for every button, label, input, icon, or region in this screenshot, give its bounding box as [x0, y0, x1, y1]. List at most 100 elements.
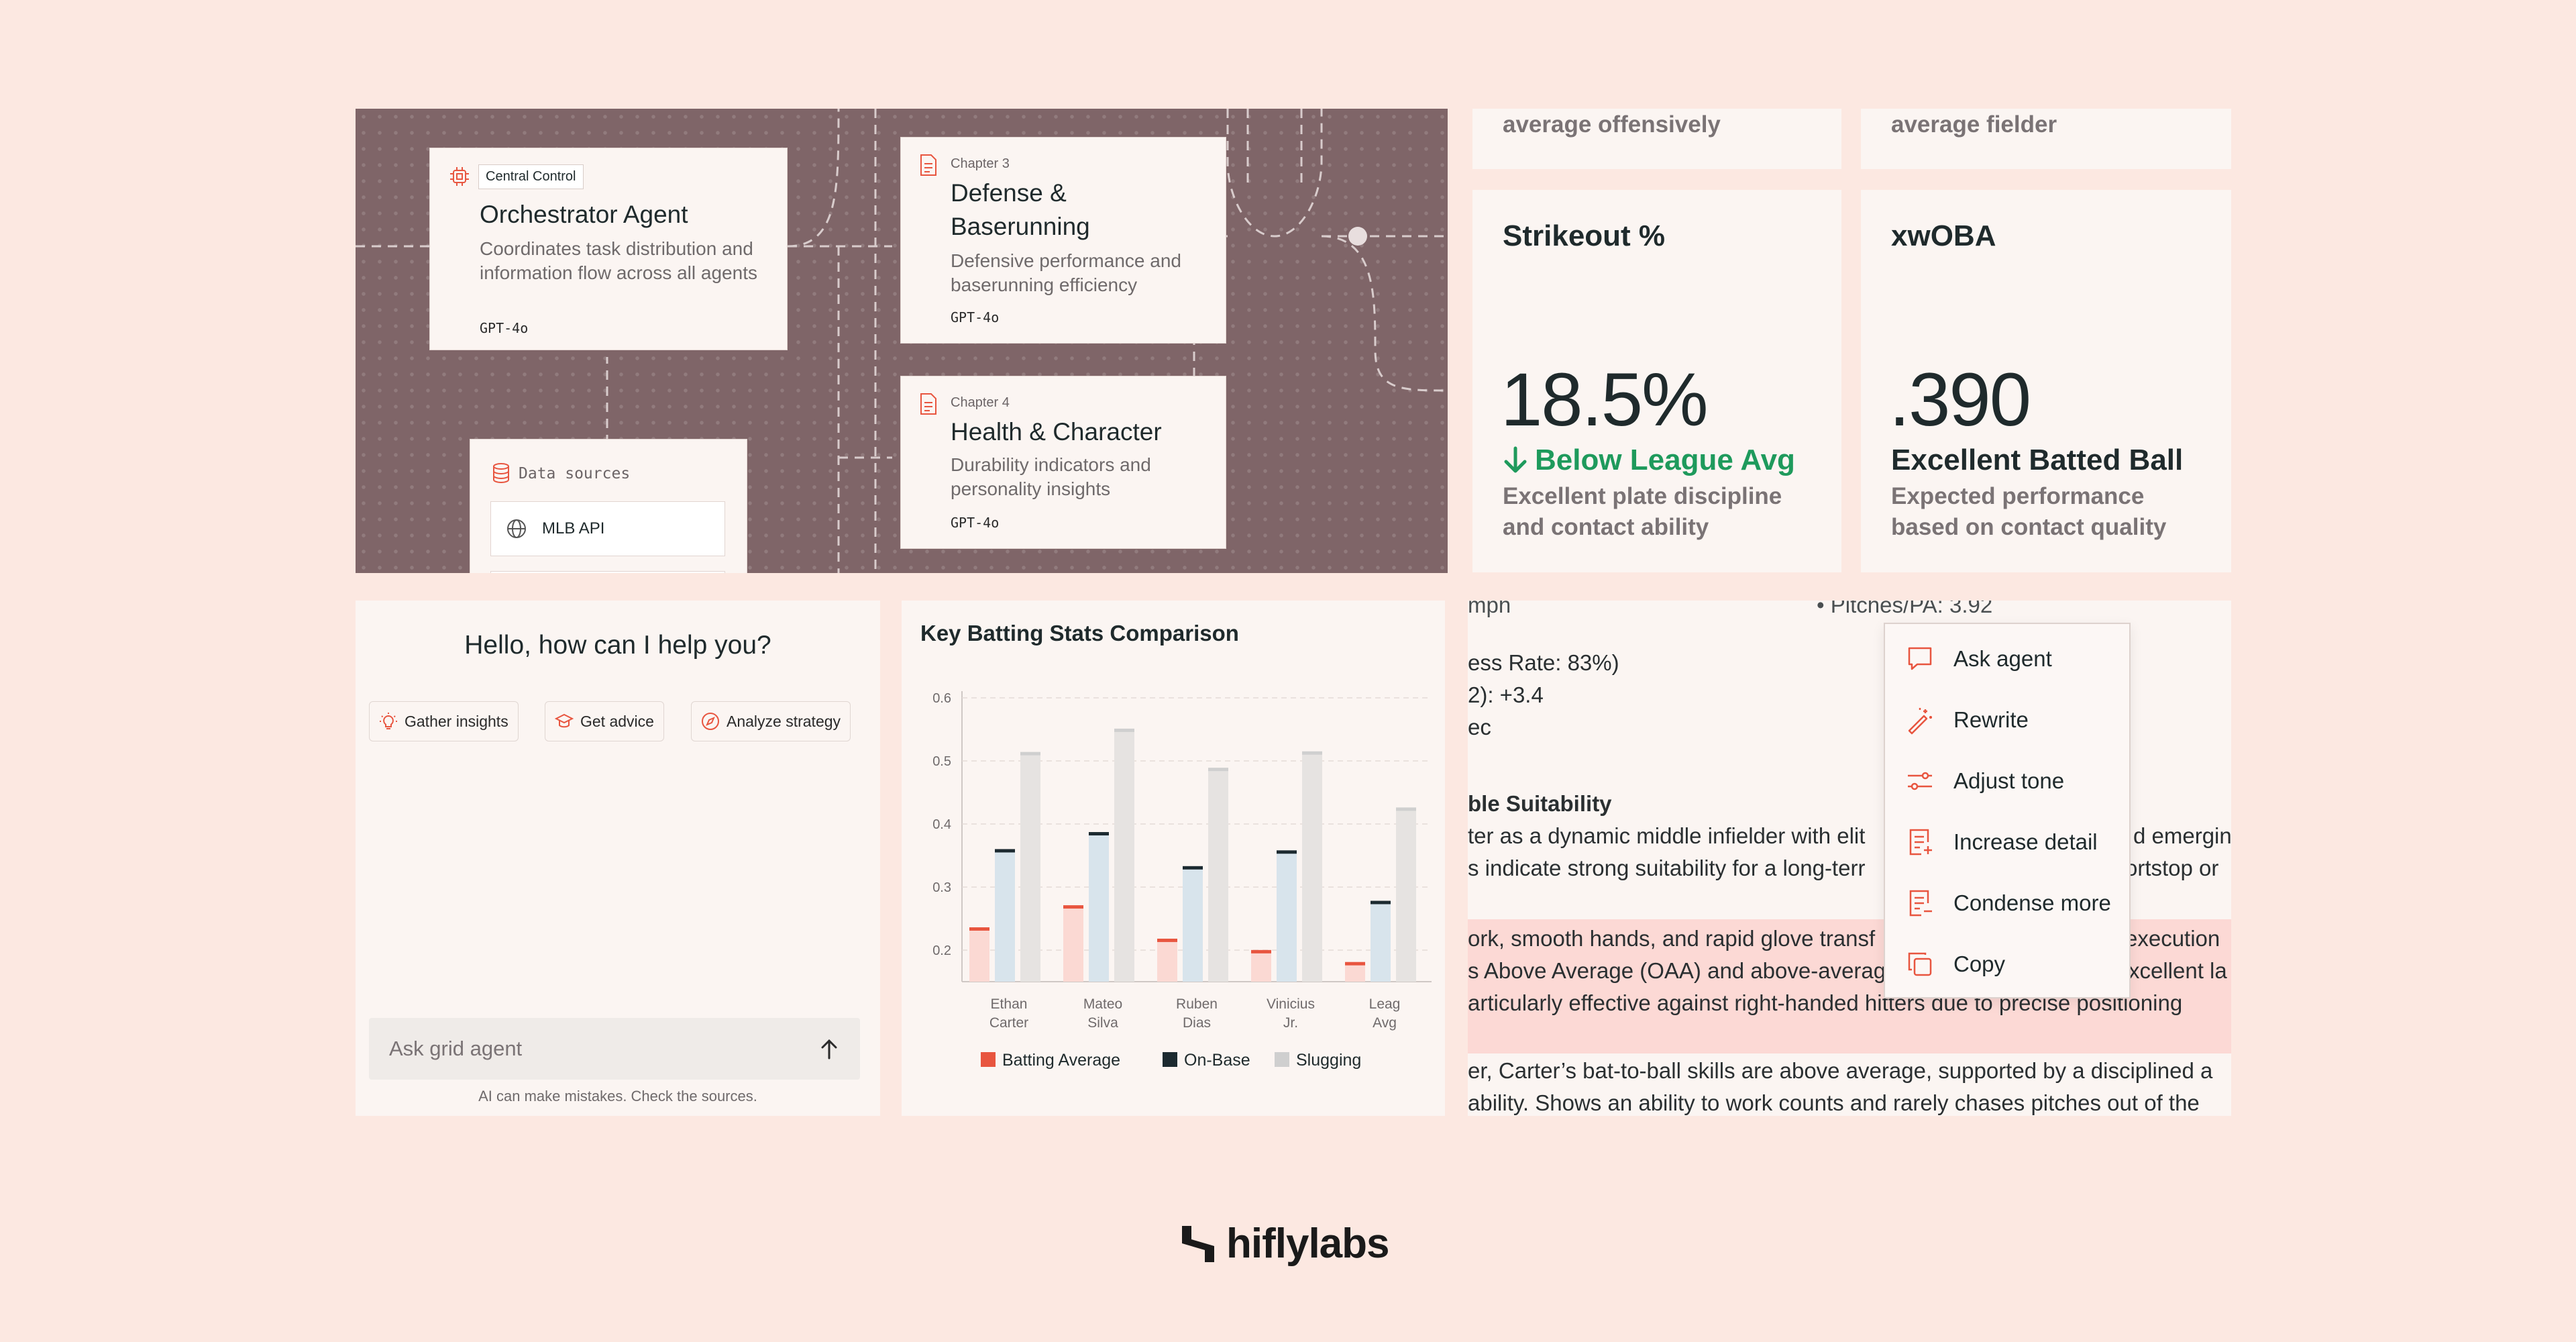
send-arrow-up-icon[interactable] — [818, 1037, 840, 1061]
chapter4-label: Chapter 4 — [951, 395, 1010, 410]
chat-input[interactable]: Ask grid agent — [369, 1018, 860, 1080]
bar-cap-batting-average — [1157, 938, 1177, 942]
chart-title: Key Batting Stats Comparison — [920, 621, 1239, 646]
chapter4-model: GPT-4o — [951, 515, 1000, 531]
bar-batting-average — [969, 929, 989, 982]
x-tick-label: Leag — [1369, 996, 1401, 1012]
chapter3-description: Defensive performance and baserunning ef… — [951, 250, 1181, 295]
bar-cap-on-base — [995, 849, 1015, 853]
chat-disclaimer: AI can make mistakes. Check the sources. — [478, 1088, 757, 1104]
text-line: er, Carter’s bat-to-ball skills are abov… — [1468, 1058, 2213, 1083]
chip-label: Analyze strategy — [727, 712, 841, 730]
bar-slugging — [1302, 753, 1322, 982]
bar-on-base — [1089, 834, 1109, 982]
orchestrator-card[interactable]: Central Control Orchestrator Agent Coord… — [429, 148, 788, 350]
database-icon — [493, 463, 509, 484]
bar-on-base — [1277, 852, 1297, 982]
menu-item-label: Rewrite — [1953, 707, 2029, 732]
y-tick-label: 0.6 — [932, 691, 951, 706]
chip-analyze-strategy[interactable]: Analyze strategy — [691, 701, 851, 741]
bar-cap-on-base — [1371, 900, 1391, 905]
chip-gather-insights[interactable]: Gather insights — [369, 701, 519, 741]
context-menu: Ask agent Rewrite Adjust tone Increase d… — [1884, 623, 2131, 998]
chapter3-card[interactable]: Chapter 3 Defense & Baserunning Defensiv… — [900, 137, 1226, 344]
lightbulb-icon — [380, 713, 397, 729]
sliders-icon — [1908, 772, 1932, 790]
menu-item-adjust-tone[interactable]: Adjust tone — [1905, 761, 2064, 801]
orchestrator-model: GPT-4o — [480, 320, 529, 336]
chip-label: Gather insights — [405, 712, 508, 730]
chapter3-model: GPT-4o — [951, 309, 1000, 325]
x-tick-label: Ruben — [1176, 996, 1218, 1012]
arrow-down-icon — [1504, 446, 1527, 473]
batting-chart-panel: Key Batting Stats Comparison 0.2 0.3 0.4 0.… — [902, 601, 1445, 1116]
stat-value: .390 — [1889, 358, 2031, 442]
magic-wand-icon — [1908, 708, 1932, 735]
bar-cap-on-base — [1277, 850, 1297, 854]
chat-bubble-icon — [1908, 647, 1932, 670]
orchestrator-tag: Central Control — [478, 164, 584, 189]
text-line: 2): +3.4 — [1468, 682, 1544, 707]
legend-swatch — [1163, 1052, 1177, 1067]
x-tick-label: Silva — [1087, 1015, 1118, 1031]
bar-cap-slugging — [1114, 728, 1134, 732]
legend-label: Slugging — [1296, 1051, 1361, 1070]
menu-item-copy[interactable]: Copy — [1905, 944, 2005, 984]
text-line: ess Rate: 83%) — [1468, 650, 1619, 675]
chip-get-advice[interactable]: Get advice — [545, 701, 664, 741]
text-line: d emerging — [2133, 823, 2231, 848]
text-line: ortstop or — [2125, 856, 2219, 880]
chat-panel: Hello, how can I help you? Gather insigh… — [356, 601, 880, 1116]
data-source-item[interactable]: MLB API — [490, 501, 725, 556]
report-text-panel: mph • Pitches/PA: 3.92 ess Rate: 83%) 2)… — [1468, 601, 2231, 1116]
agent-diagram: Central Control Orchestrator Agent Coord… — [356, 109, 1448, 573]
text-line: ec — [1468, 715, 1491, 739]
chapter4-card[interactable]: Chapter 4 Health & Character Durability … — [900, 376, 1226, 549]
menu-item-rewrite[interactable]: Rewrite — [1905, 700, 2029, 740]
menu-item-condense-more[interactable]: Condense more — [1905, 883, 2111, 923]
document-icon — [920, 393, 936, 415]
text-line: mph — [1468, 601, 1511, 617]
x-tick-label: Dias — [1183, 1015, 1211, 1031]
chapter4-title: Health & Character — [951, 418, 1162, 446]
brand-name: hiflylabs — [1226, 1221, 1390, 1267]
stat-trend: Below League Avg — [1503, 444, 1795, 477]
brand-logo: hiflylabs — [1179, 1220, 1390, 1268]
bar-cap-slugging — [1208, 768, 1228, 772]
y-tick-label: 0.4 — [932, 817, 951, 832]
bar-slugging — [1020, 754, 1040, 982]
copy-icon — [1908, 952, 1932, 976]
bar-cap-batting-average — [1345, 962, 1365, 966]
strikeout-stat-card: Strikeout % 18.5% Below League Avg Excel… — [1472, 190, 1841, 572]
xwoba-stat-card: xwOBA .390 Excellent Batted Ball Expecte… — [1861, 190, 2231, 572]
bar-slugging — [1396, 809, 1416, 982]
text-line: • Pitches/PA: 3.92 — [1817, 601, 1993, 617]
text-line: ability. Shows an ability to work counts… — [1468, 1090, 2200, 1115]
bar-batting-average — [1345, 964, 1365, 982]
text-line: execution — [2125, 926, 2220, 951]
orchestrator-description: Coordinates task distribution and inform… — [480, 238, 757, 283]
data-source-name: MLB API — [542, 519, 605, 537]
legend-label: On-Base — [1184, 1051, 1250, 1070]
stat-label: Strikeout % — [1503, 219, 1666, 252]
bar-on-base — [1371, 902, 1391, 982]
bar-cap-on-base — [1183, 866, 1203, 870]
bar-batting-average — [1063, 907, 1083, 982]
x-tick-label: Carter — [989, 1015, 1028, 1031]
menu-item-ask-agent[interactable]: Ask agent — [1905, 639, 2052, 679]
text-line: s Above Average (OAA) and above-averag — [1468, 958, 1886, 983]
data-source-item[interactable] — [490, 571, 725, 573]
hiflylabs-mark-icon — [1182, 1225, 1214, 1262]
bar-cap-on-base — [1089, 832, 1109, 836]
menu-item-increase-detail[interactable]: Increase detail — [1905, 822, 2098, 862]
legend-swatch — [1275, 1052, 1289, 1067]
data-sources-label: Data sources — [519, 465, 631, 482]
menu-item-label: Condense more — [1953, 890, 2111, 915]
junction-node — [1348, 227, 1367, 246]
stat-card-fragment: average offensively — [1472, 109, 1841, 169]
stat-value: 18.5% — [1501, 358, 1709, 442]
bar-cap-slugging — [1302, 751, 1322, 755]
cpu-icon — [450, 167, 469, 186]
bar-on-base — [995, 851, 1015, 982]
y-tick-label: 0.2 — [932, 943, 951, 958]
